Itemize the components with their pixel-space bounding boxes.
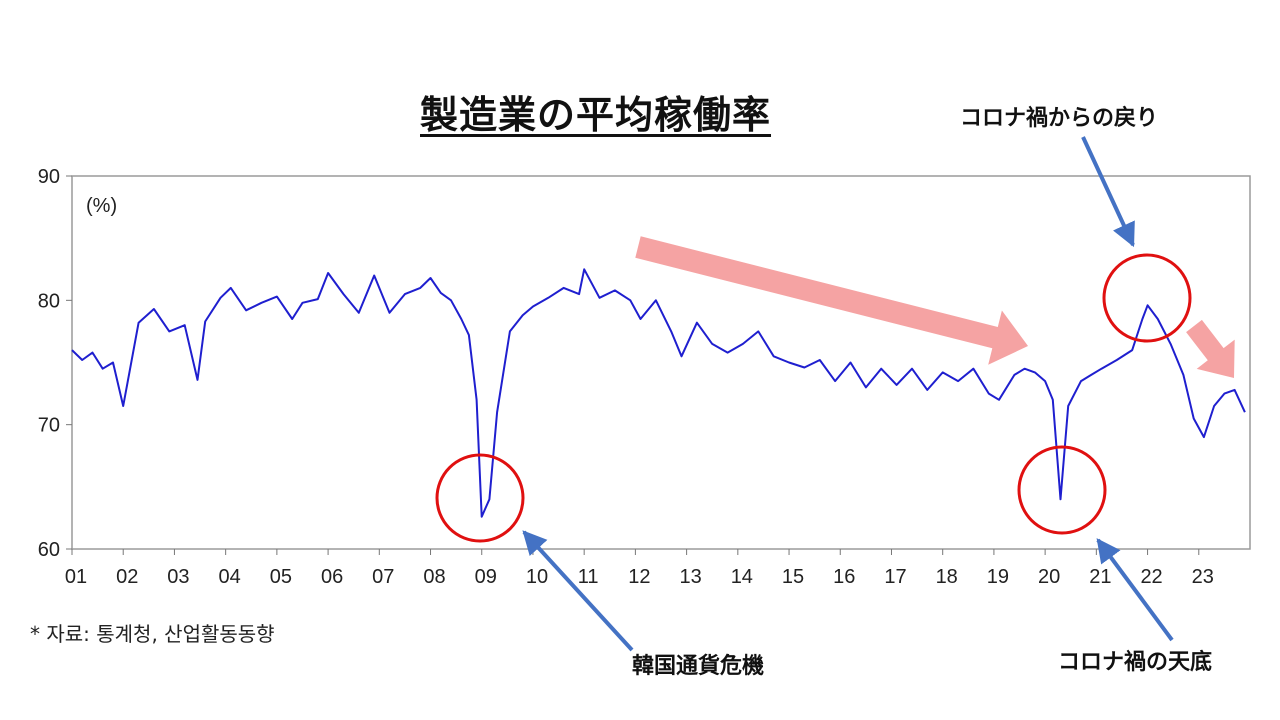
x-tick-label: 15 — [782, 566, 804, 588]
x-tick-label: 12 — [628, 566, 650, 588]
y-tick-label: 80 — [38, 290, 60, 312]
x-tick-label: 02 — [116, 566, 138, 588]
x-tick-label: 07 — [372, 566, 394, 588]
x-tick-label: 18 — [936, 566, 958, 588]
series-line — [71, 268, 1246, 518]
x-tick-label: 08 — [423, 566, 445, 588]
trend-arrow-recent-decline — [1186, 319, 1235, 378]
x-tick-label: 17 — [884, 566, 906, 588]
x-tick-label: 21 — [1089, 566, 1111, 588]
unit-label: (%) — [86, 195, 117, 217]
x-tick-label: 22 — [1140, 566, 1162, 588]
arrow-covid-recovery — [1081, 136, 1135, 248]
x-tick-label: 23 — [1192, 566, 1214, 588]
x-tick-label: 06 — [321, 566, 343, 588]
arrow-crisis — [522, 530, 634, 652]
plot-frame — [71, 175, 1251, 550]
x-tick-label: 04 — [219, 566, 241, 588]
arrow-covid-bottom — [1096, 538, 1174, 642]
y-tick-label: 70 — [38, 415, 60, 437]
y-tick-label: 60 — [38, 539, 60, 561]
x-tick-label: 14 — [731, 566, 753, 588]
callout-crisis: 韓国通貨危機 — [632, 654, 765, 679]
y-tick-label: 90 — [38, 166, 60, 188]
chart-title: 製造業の平均稼働率 — [420, 93, 772, 137]
trend-arrow-decline — [635, 236, 1028, 365]
x-tick-label: 16 — [833, 566, 855, 588]
x-tick-label: 05 — [270, 566, 292, 588]
x-tick-label: 19 — [987, 566, 1009, 588]
x-tick-label: 10 — [526, 566, 548, 588]
source-note: * 자료: 통계청, 산업활동동향 — [30, 622, 275, 646]
x-tick-label: 09 — [475, 566, 497, 588]
x-tick-label: 01 — [65, 566, 87, 588]
x-tick-label: 13 — [679, 566, 701, 588]
circle-crisis — [435, 453, 525, 543]
callout-covid-recovery: コロナ禍からの戻り — [960, 106, 1159, 131]
x-tick-label: 03 — [167, 566, 189, 588]
annotation-layer — [435, 136, 1235, 652]
callout-covid-bottom: コロナ禍の天底 — [1058, 650, 1213, 675]
x-tick-label: 20 — [1038, 566, 1060, 588]
plot-area: 60 70 80 90 01 02 03 04 05 06 07 08 09 10 11 12 13 14 15 16… — [38, 166, 1251, 588]
x-tick-label: 11 — [578, 566, 599, 588]
circle-covid-bottom — [1017, 445, 1107, 535]
circle-covid-recovery — [1102, 253, 1192, 343]
